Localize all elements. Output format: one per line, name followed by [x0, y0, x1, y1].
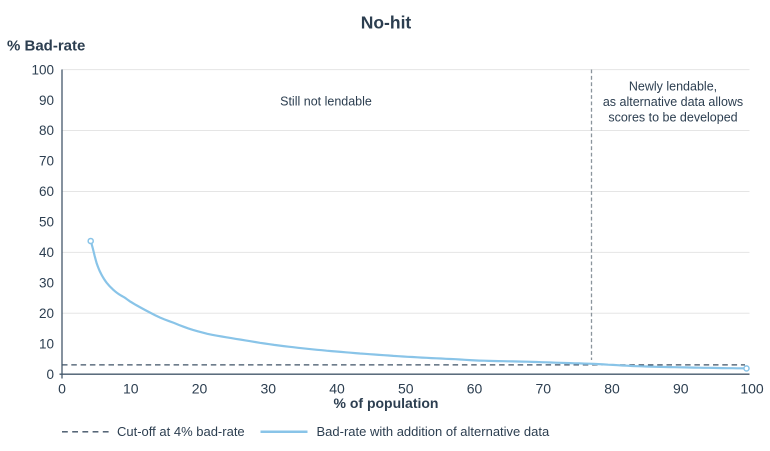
svg-text:0: 0 [58, 380, 66, 396]
svg-text:10: 10 [39, 336, 54, 351]
svg-text:80: 80 [604, 380, 620, 396]
svg-text:60: 60 [467, 380, 483, 396]
svg-text:60: 60 [39, 184, 54, 199]
svg-text:10: 10 [123, 380, 139, 396]
svg-text:20: 20 [39, 306, 54, 321]
svg-text:20: 20 [192, 380, 208, 396]
svg-text:50: 50 [39, 215, 54, 230]
svg-text:Newly lendable,: Newly lendable, [629, 80, 717, 94]
svg-text:90: 90 [673, 380, 689, 396]
svg-text:0: 0 [46, 367, 54, 382]
svg-text:% of population: % of population [334, 395, 439, 411]
svg-text:50: 50 [398, 380, 414, 396]
svg-text:90: 90 [39, 93, 54, 108]
svg-text:Bad-rate with addition of alte: Bad-rate with addition of alternative da… [317, 424, 550, 439]
svg-text:No-hit: No-hit [361, 13, 412, 33]
svg-text:30: 30 [261, 380, 277, 396]
svg-text:as alternative data allows: as alternative data allows [603, 95, 743, 109]
svg-text:40: 40 [39, 245, 54, 260]
svg-text:70: 70 [536, 380, 552, 396]
svg-text:% Bad-rate: % Bad-rate [7, 38, 85, 55]
svg-text:70: 70 [39, 154, 54, 169]
svg-text:100: 100 [31, 62, 54, 77]
svg-text:Cut-off at 4% bad-rate: Cut-off at 4% bad-rate [117, 424, 245, 439]
svg-text:scores to be developed: scores to be developed [608, 111, 737, 125]
svg-text:40: 40 [329, 380, 345, 396]
svg-text:30: 30 [39, 276, 54, 291]
svg-text:Still not lendable: Still not lendable [280, 94, 372, 108]
svg-text:80: 80 [39, 123, 54, 138]
svg-text:100: 100 [740, 380, 764, 396]
